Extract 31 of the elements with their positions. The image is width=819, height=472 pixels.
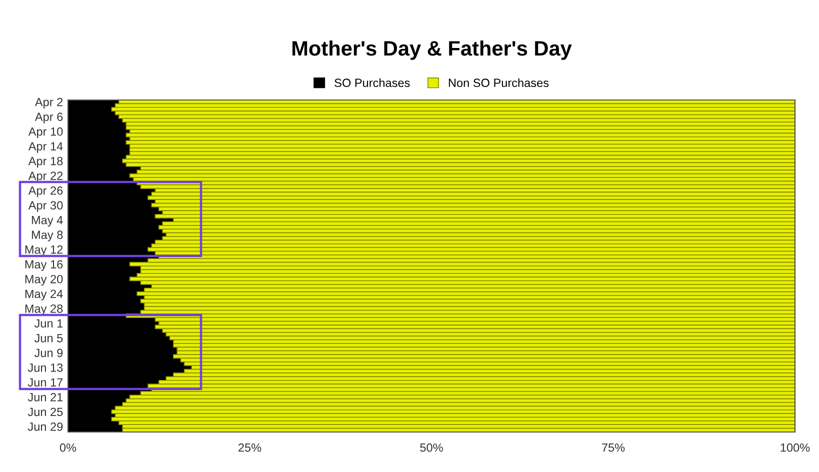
y-tick-label: Apr 14 xyxy=(28,142,63,153)
y-tick-label: May 12 xyxy=(25,245,63,256)
chart-title: Mother's Day & Father's Day xyxy=(292,40,572,60)
y-tick-label: Jun 9 xyxy=(34,348,63,358)
y-tick-label: May 28 xyxy=(25,304,63,316)
legend-label: Non SO Purchases xyxy=(448,78,549,88)
y-tick-label: Jun 29 xyxy=(28,422,63,431)
y-tick-label: May 20 xyxy=(25,274,63,286)
x-tick-label: 75% xyxy=(602,443,625,452)
y-tick-label: Apr 22 xyxy=(28,172,63,182)
y-tick-label: Jun 1 xyxy=(34,319,63,328)
y-tick-label: Apr 26 xyxy=(28,186,63,198)
legend-label: SO Purchases xyxy=(334,78,410,88)
y-tick-label: Jun 17 xyxy=(28,378,63,387)
y-tick-label: May 8 xyxy=(32,230,63,242)
y-tick-label: Jun 25 xyxy=(28,408,63,416)
y-tick-label: May 24 xyxy=(25,290,63,300)
y-tick-label: May 4 xyxy=(32,216,63,227)
x-tick-label: 100% xyxy=(780,443,810,452)
y-tick-label: Apr 10 xyxy=(28,127,63,138)
y-tick-label: Apr 2 xyxy=(34,98,63,109)
x-tick-label: 25% xyxy=(238,443,262,452)
y-tick-label: Jun 5 xyxy=(34,334,63,342)
y-tick-label: Jun 13 xyxy=(28,363,63,372)
y-tick-label: Apr 6 xyxy=(34,112,63,124)
y-tick-label: Apr 18 xyxy=(28,156,63,168)
y-tick-label: Apr 30 xyxy=(28,201,63,212)
x-tick-label: 0% xyxy=(60,443,76,452)
y-tick-label: Jun 21 xyxy=(28,392,63,402)
x-tick-label: 50% xyxy=(420,443,443,452)
y-tick-label: May 16 xyxy=(25,260,63,271)
